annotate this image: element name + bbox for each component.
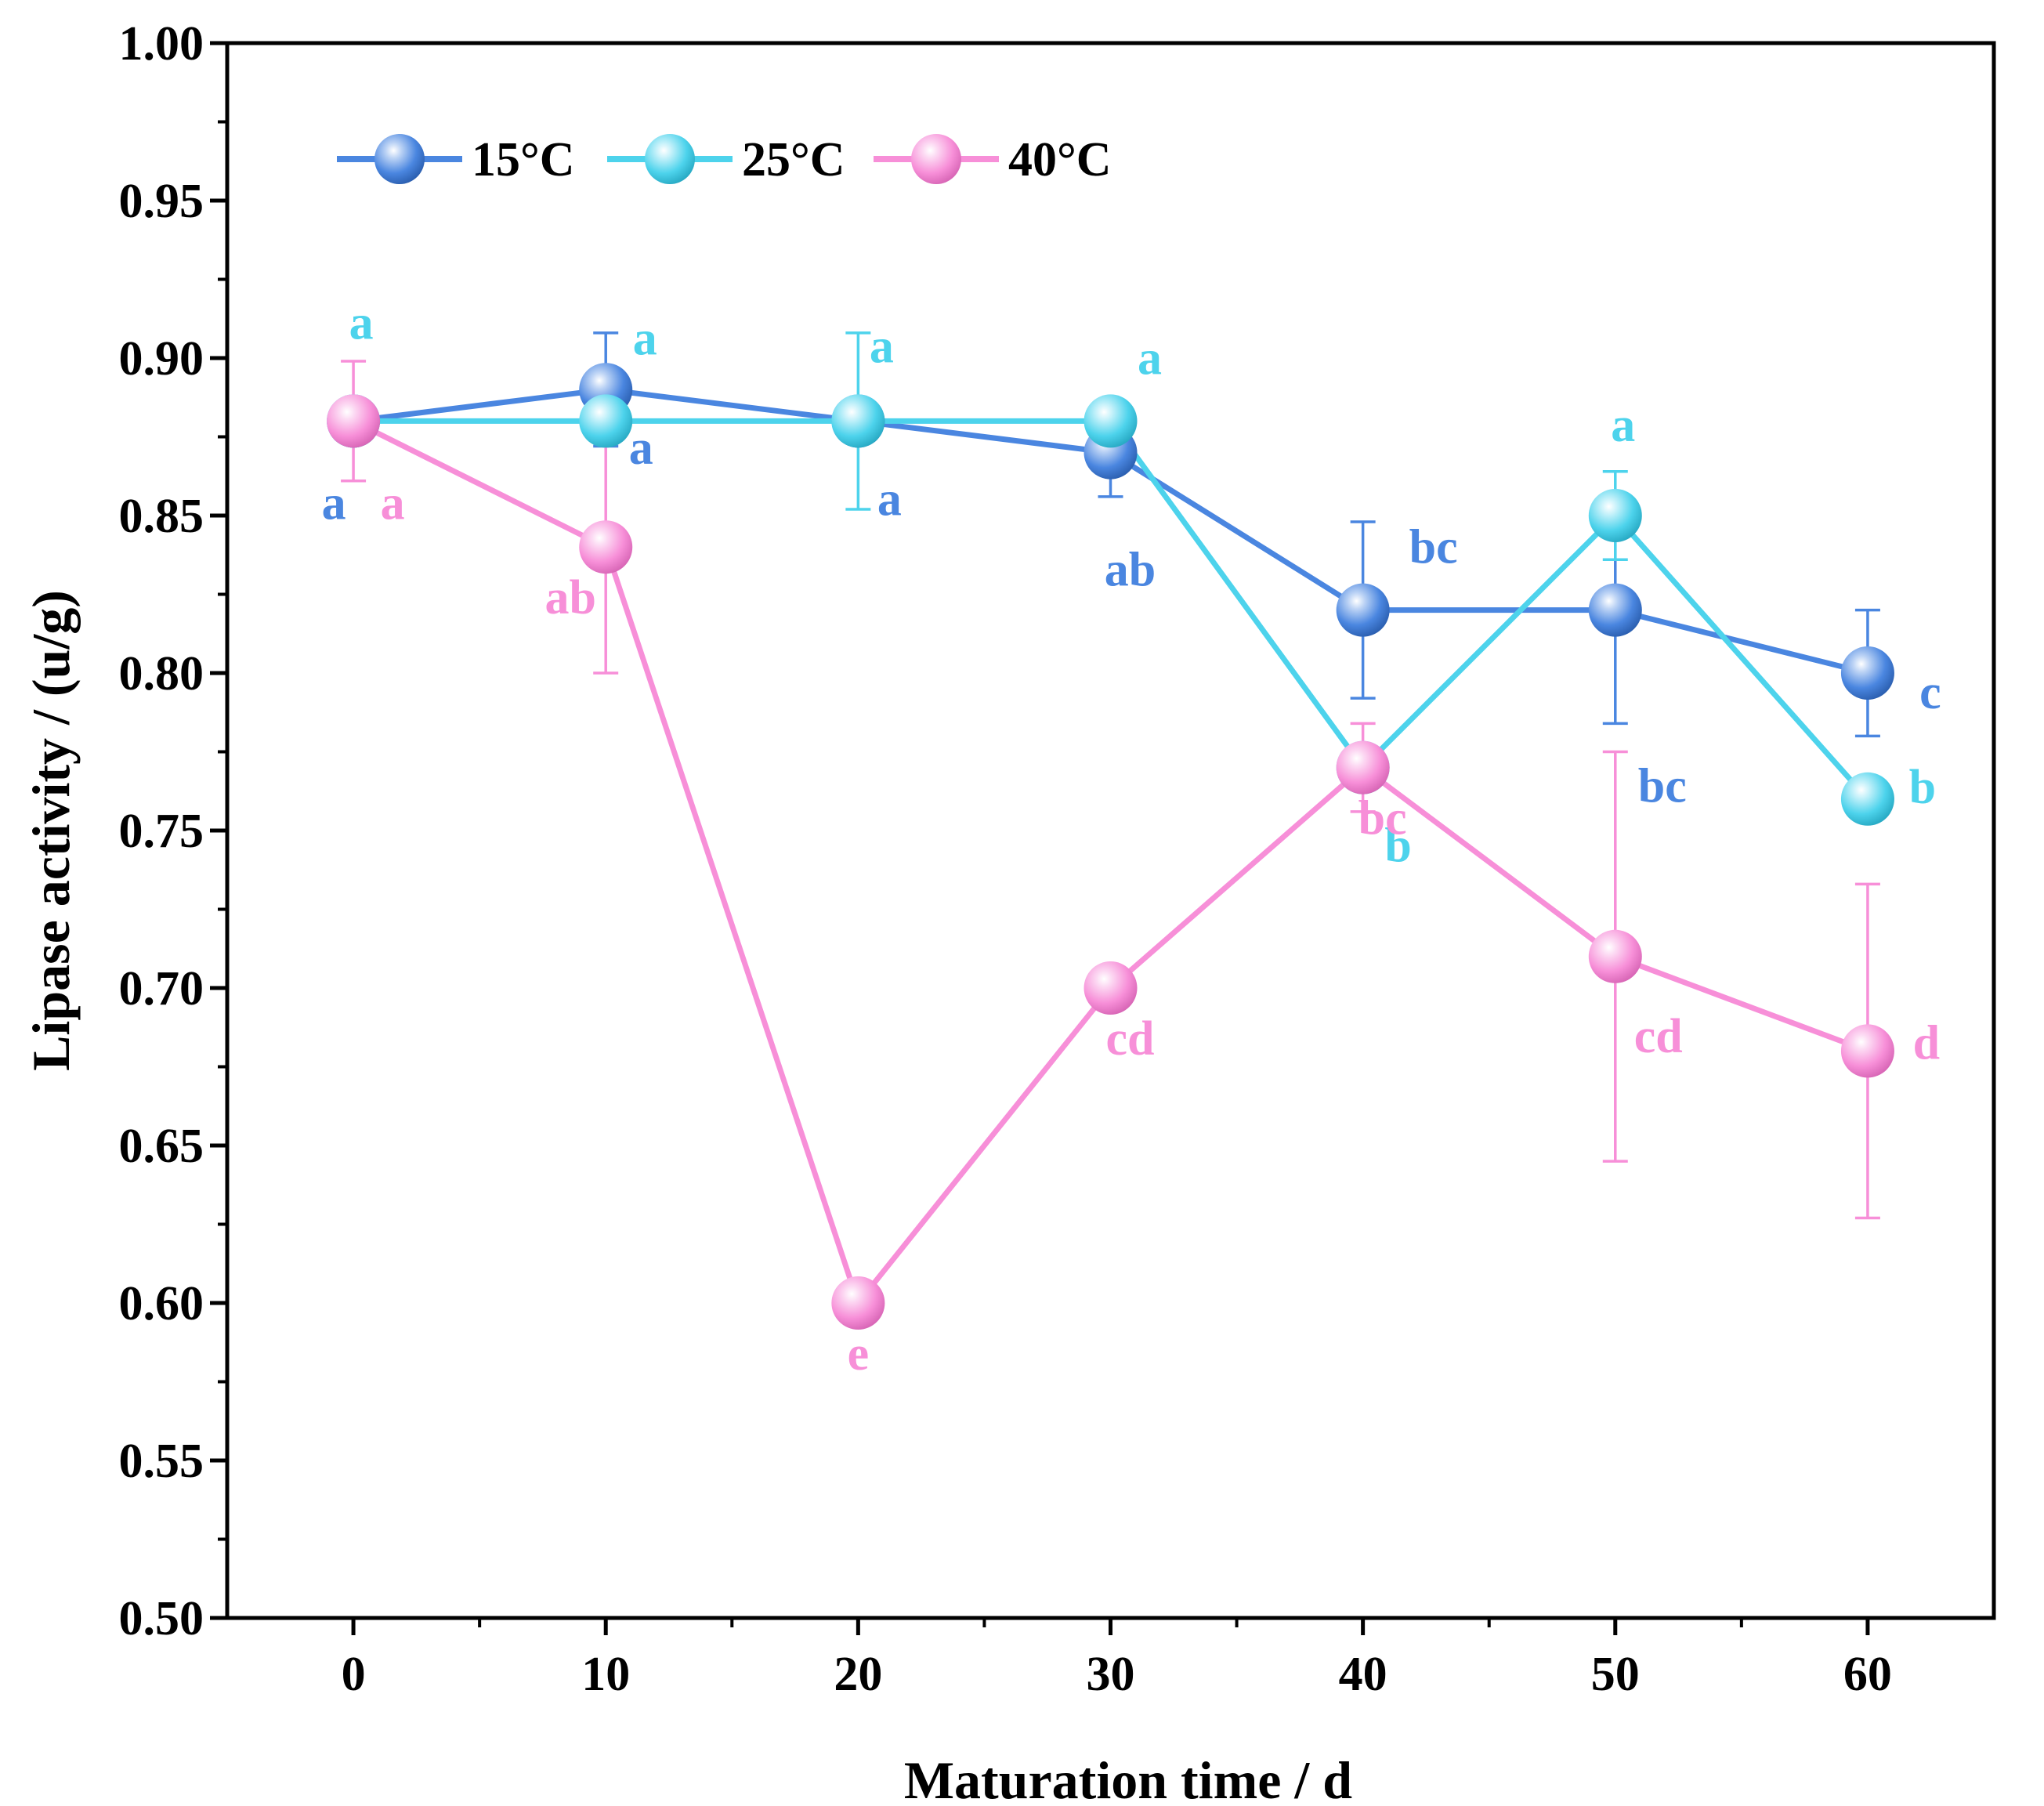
series-lines xyxy=(352,386,1870,1306)
series-markers xyxy=(327,363,1894,1330)
significance-letter: d xyxy=(1913,1016,1940,1069)
data-point xyxy=(327,394,381,448)
significance-letter: b xyxy=(1909,761,1936,814)
x-tick-label: 60 xyxy=(1843,1648,1892,1701)
y-tick-label: 0.65 xyxy=(119,1120,204,1173)
data-point xyxy=(579,394,633,448)
significance-letter: a xyxy=(381,476,405,530)
x-tick-label: 0 xyxy=(342,1648,366,1701)
data-point xyxy=(1840,646,1894,700)
x-tick-label: 40 xyxy=(1339,1648,1387,1701)
significance-letter: a xyxy=(629,422,653,475)
data-point xyxy=(831,1276,885,1330)
data-point xyxy=(1840,1024,1894,1078)
significance-letter: b xyxy=(1384,820,1411,873)
significance-letter: a xyxy=(349,296,374,349)
y-tick-label: 0.60 xyxy=(119,1277,204,1330)
data-point xyxy=(1588,929,1642,983)
y-tick-label: 0.75 xyxy=(119,805,204,858)
x-tick-label: 20 xyxy=(834,1648,882,1701)
data-point xyxy=(1588,583,1642,637)
legend-label-40c: 40°C xyxy=(1008,133,1112,186)
x-axis-title: Maturation time / d xyxy=(904,1750,1352,1806)
data-point xyxy=(1336,583,1390,637)
data-point xyxy=(1084,961,1138,1015)
significance-letter: a xyxy=(1611,399,1635,452)
data-point xyxy=(1084,394,1138,448)
data-point xyxy=(831,394,885,448)
y-tick-label: 0.95 xyxy=(119,175,204,228)
x-tick-label: 30 xyxy=(1087,1648,1135,1701)
significance-letter: ab xyxy=(544,571,595,624)
y-tick-label: 0.55 xyxy=(119,1435,204,1488)
significance-letter: cd xyxy=(1106,1012,1155,1066)
significance-letter: a xyxy=(870,320,894,373)
legend-marker-15c xyxy=(374,134,425,184)
plot-frame xyxy=(225,41,1996,1620)
data-point xyxy=(1588,489,1642,542)
y-tick-label: 0.90 xyxy=(119,332,204,385)
significance-letter: bc xyxy=(1638,760,1687,813)
y-tick-label: 0.80 xyxy=(119,647,204,700)
axes: 0.50 0.55 0.60 0.65 0.70 0.75 0.80 0.85 0.90 0.95… xyxy=(119,17,1892,1701)
significance-letter: bc xyxy=(1409,521,1458,574)
y-tick-label: 0.85 xyxy=(119,490,204,543)
significance-letter: a xyxy=(1138,331,1162,385)
significance-letter: a xyxy=(877,472,902,526)
legend-marker-40c xyxy=(911,134,961,184)
y-tick-label: 0.50 xyxy=(119,1592,204,1645)
x-tick-label: 50 xyxy=(1591,1648,1640,1701)
x-tick-label: 10 xyxy=(581,1648,630,1701)
significance-letter: c xyxy=(1919,666,1941,719)
data-point xyxy=(1840,772,1894,826)
y-tick-label: 0.70 xyxy=(119,962,204,1015)
significance-letter: cd xyxy=(1634,1010,1683,1063)
legend: 15°C 25°C 40°C xyxy=(337,133,1112,186)
y-axis-title: Lipase activity / (u/g) xyxy=(21,590,81,1071)
significance-letter: a xyxy=(322,476,346,530)
data-point xyxy=(1336,740,1390,794)
significance-letter: bc xyxy=(1358,792,1407,845)
significance-letter: a xyxy=(633,312,657,365)
significance-letter: ab xyxy=(1105,544,1156,597)
legend-label-15c: 15°C xyxy=(472,133,575,186)
significance-letter: e xyxy=(848,1327,870,1381)
legend-marker-25c xyxy=(645,134,695,184)
y-tick-label: 1.00 xyxy=(119,17,204,71)
legend-label-25c: 25°C xyxy=(742,133,845,186)
data-point xyxy=(579,520,633,574)
